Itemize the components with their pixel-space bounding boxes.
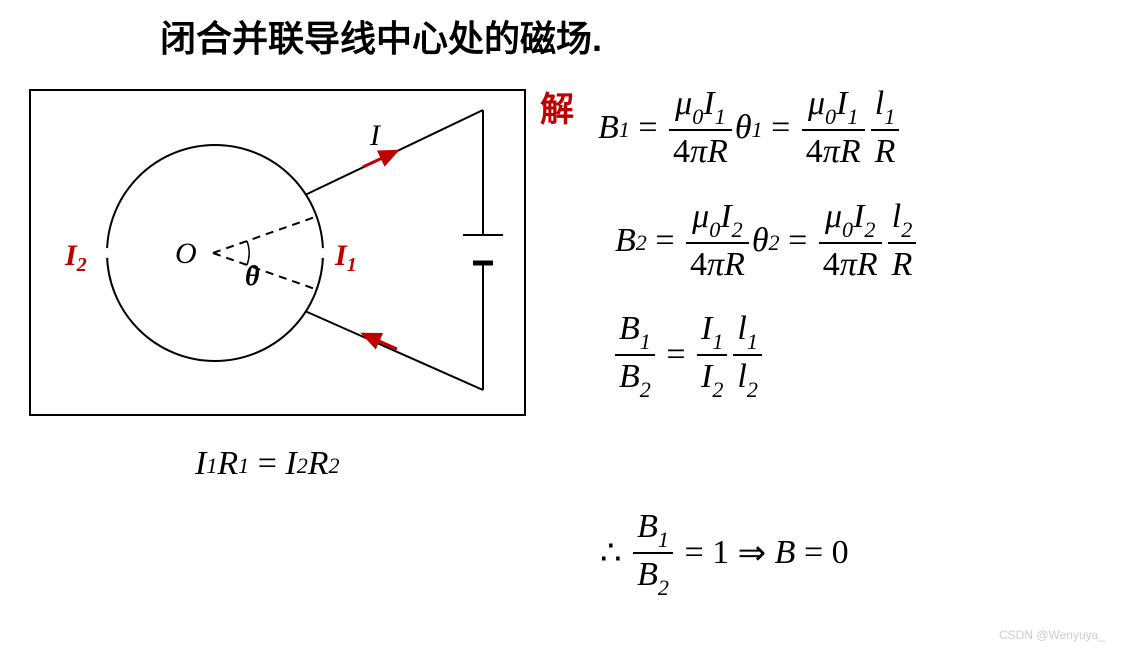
- dashed-lower: [213, 253, 315, 289]
- label-I: I: [369, 119, 382, 152]
- equation-IR: I1R1 = I2R2: [195, 445, 340, 483]
- wire-bottom: [305, 311, 483, 390]
- solve-label: 解: [540, 82, 574, 131]
- equation-B2: B2 = μ0I2 4πR θ2 = μ0I2 4πR l2 R: [615, 198, 919, 283]
- gap-right: [318, 248, 328, 258]
- dashed-upper: [213, 217, 315, 253]
- label-I1: I1: [334, 239, 357, 276]
- label-theta: θ: [245, 261, 260, 292]
- page-title: 闭合并联导线中心处的磁场.: [160, 10, 602, 62]
- equation-B1: B1 = μ0I1 4πR θ1 = μ0I1 4πR l1 R: [598, 85, 902, 170]
- label-I2: I2: [64, 239, 87, 276]
- gap-left: [102, 248, 112, 258]
- arrow-bottom: [363, 334, 397, 349]
- label-O: O: [175, 237, 197, 270]
- arrow-top: [363, 151, 397, 167]
- watermark: CSDN @Wenyuya_: [999, 628, 1105, 642]
- circuit-diagram: I2 I1 O θ I: [25, 85, 530, 420]
- equation-conclusion: ∴ B1 B2 = 1 ⇒ B = 0: [600, 508, 849, 598]
- equation-ratio: B1 B2 = I1 I2 l1 l2: [612, 310, 765, 400]
